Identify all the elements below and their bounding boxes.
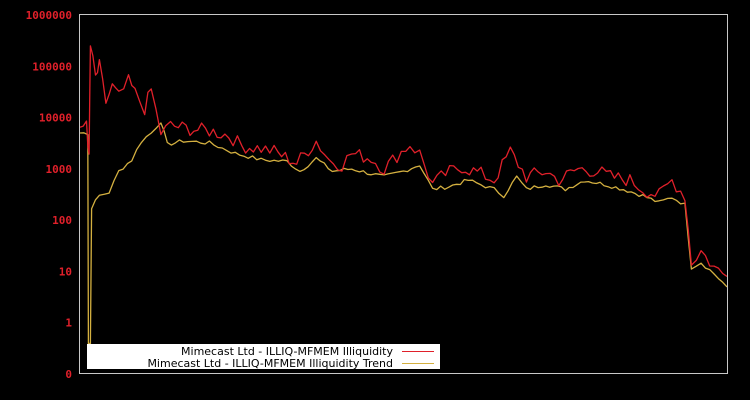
y-tick-label: 100000 (32, 60, 72, 73)
y-tick-label: 1000000 (26, 9, 72, 22)
series-illiquidity-trend-line (79, 122, 728, 345)
plot-series (79, 45, 728, 345)
legend-label-illiquidity-trend: Mimecast Ltd - ILLIQ-MFMEM Illiquidity T… (147, 357, 393, 370)
y-tick-label: 10 (59, 265, 72, 278)
legend: Mimecast Ltd - ILLIQ-MFMEM Illiquidity M… (87, 344, 440, 370)
legend-box (87, 344, 440, 369)
plot-frame (79, 14, 728, 374)
y-tick-label: 1 (65, 317, 72, 330)
y-tick-label: 100 (52, 214, 72, 227)
y-tick-label: 1000 (46, 163, 73, 176)
y-tick-label: 0 (65, 368, 72, 381)
y-tick-label: 10000 (39, 112, 72, 125)
legend-label-illiquidity: Mimecast Ltd - ILLIQ-MFMEM Illiquidity (181, 345, 393, 358)
series-illiquidity-line (79, 45, 728, 277)
